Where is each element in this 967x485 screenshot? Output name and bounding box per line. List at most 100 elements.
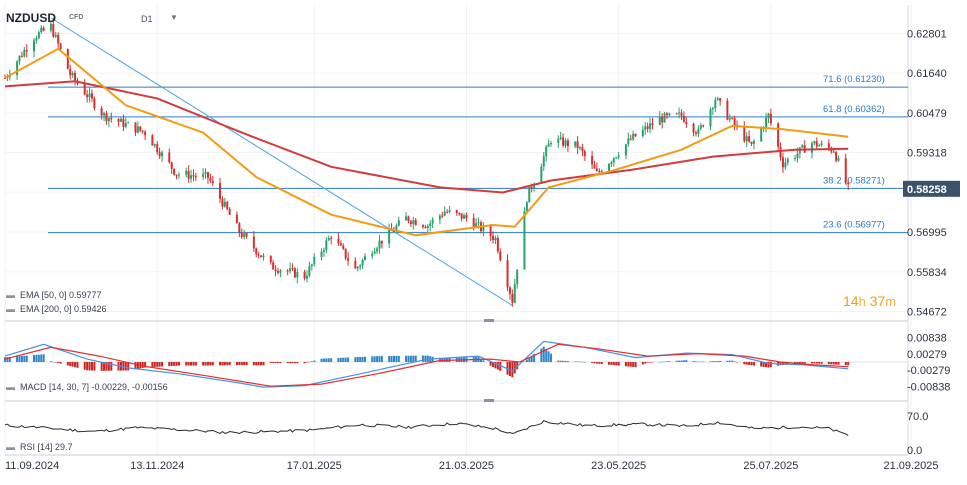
candle-body [49,23,52,31]
candle-body [711,108,714,110]
macd-histogram-bar [610,362,613,365]
macd-histogram-bar [581,361,584,363]
legend-ema50[interactable]: ▬ EMA [50, 0] 0.59777 [6,290,102,300]
macd-histogram-bar [617,362,620,366]
candle-body [136,126,139,133]
macd-histogram-bar [337,357,340,362]
candle-body [327,237,330,241]
candle-body [600,171,603,173]
settings-icon[interactable]: ▬ [6,442,15,452]
macd-histogram-bar [260,362,263,366]
macd-histogram-bar [59,362,62,364]
last-price-tag [903,180,960,197]
candle-body [682,115,685,122]
time-tick-label: 17.01.2025 [287,460,342,472]
macd-histogram-bar [40,354,43,362]
ema200-line [4,80,849,194]
symbol-label[interactable]: NZDUSD [6,11,56,25]
candle-body [678,112,681,114]
fib-level-label: 38.2 (0.58271) [823,175,885,186]
candle-body [661,116,664,123]
candle-body [105,113,108,122]
macd-histogram-bar [632,362,635,367]
candle-body [313,256,316,265]
candle-body [310,264,313,267]
candle-body [16,61,19,76]
candle-countdown: 14h 37m [843,293,896,309]
candle-body [344,248,347,259]
candle-body [223,201,226,207]
macd-histogram-bar [750,362,753,366]
candle-body [202,173,205,177]
candle-body [675,113,678,115]
candle-body [796,153,799,159]
candle-body [615,157,618,159]
countdown-minutes: 37 [869,293,886,309]
candle-body [767,113,770,118]
macd-histogram-bar [153,362,156,367]
candle-body [658,116,661,126]
macd-histogram-bar [847,362,850,366]
candle-body [69,68,72,76]
macd-histogram-bar [209,362,212,366]
macd-histogram-bar [392,355,395,362]
macd-histogram-bar [18,356,21,362]
macd-histogram-bar [69,362,72,367]
macd-tick-label: -0.00279 [907,365,950,377]
macd-histogram-bar [533,354,536,362]
candle-body [777,123,780,147]
macd-histogram-bar [380,356,383,362]
candle-body [153,144,156,146]
macd-histogram-bar [726,360,729,362]
candle-body [347,258,350,261]
legend-ema200[interactable]: ▬ EMA [200, 0] 0.59426 [6,304,107,314]
candle-body [649,123,652,129]
trend-line [50,17,513,306]
candle-body [204,172,207,174]
countdown-hours: 14 [843,293,859,309]
macd-histogram-bar [277,362,280,364]
candle-body [361,260,364,266]
candle-body [513,284,516,303]
fib-level-label: 61.8 (0.60362) [823,104,885,115]
candle-body [533,183,536,189]
candle-body [547,143,550,147]
macd-histogram-bar [339,357,342,362]
candle-body [42,27,45,31]
candle-body [134,122,137,133]
macd-histogram-bar [168,362,171,367]
instrument-type-label: CFD [69,14,84,21]
settings-icon[interactable]: ▬ [6,290,15,300]
candle-body [458,212,461,214]
price-tick-label: 0.62801 [907,28,947,40]
chevron-down-icon[interactable]: ▼ [170,13,178,22]
candle-body [557,138,560,144]
legend-rsi[interactable]: ▬ RSI [14] 29.7 [6,442,73,452]
macd-histogram-bar [57,362,60,364]
candle-body [190,175,193,179]
macd-histogram-bar [748,362,751,365]
candle-body [697,128,700,134]
macd-histogram-bar [820,362,823,364]
candle-body [122,118,125,127]
candle-body [71,73,74,76]
macd-histogram-bar [409,355,412,362]
candle-body [617,155,620,158]
timeframe-selector[interactable]: D1 [141,14,153,24]
candle-body [612,158,615,163]
macd-histogram-bar [192,362,195,366]
candle-body [598,170,601,172]
macd-histogram-bar [530,355,533,362]
settings-icon[interactable]: ▬ [6,382,15,392]
settings-icon[interactable]: ▬ [6,304,15,314]
macd-histogram-bar [240,362,243,366]
candle-body [540,166,543,184]
candle-body [511,293,514,303]
candle-body [743,125,746,142]
macd-histogram-bar [489,362,492,366]
legend-macd[interactable]: ▬ MACD [14, 30, 7] -0.00229, -0.00156 [6,382,168,392]
candle-body [57,34,60,44]
macd-histogram-bar [678,360,681,362]
macd-histogram-bar [228,362,231,366]
macd-histogram-bar [564,360,567,362]
